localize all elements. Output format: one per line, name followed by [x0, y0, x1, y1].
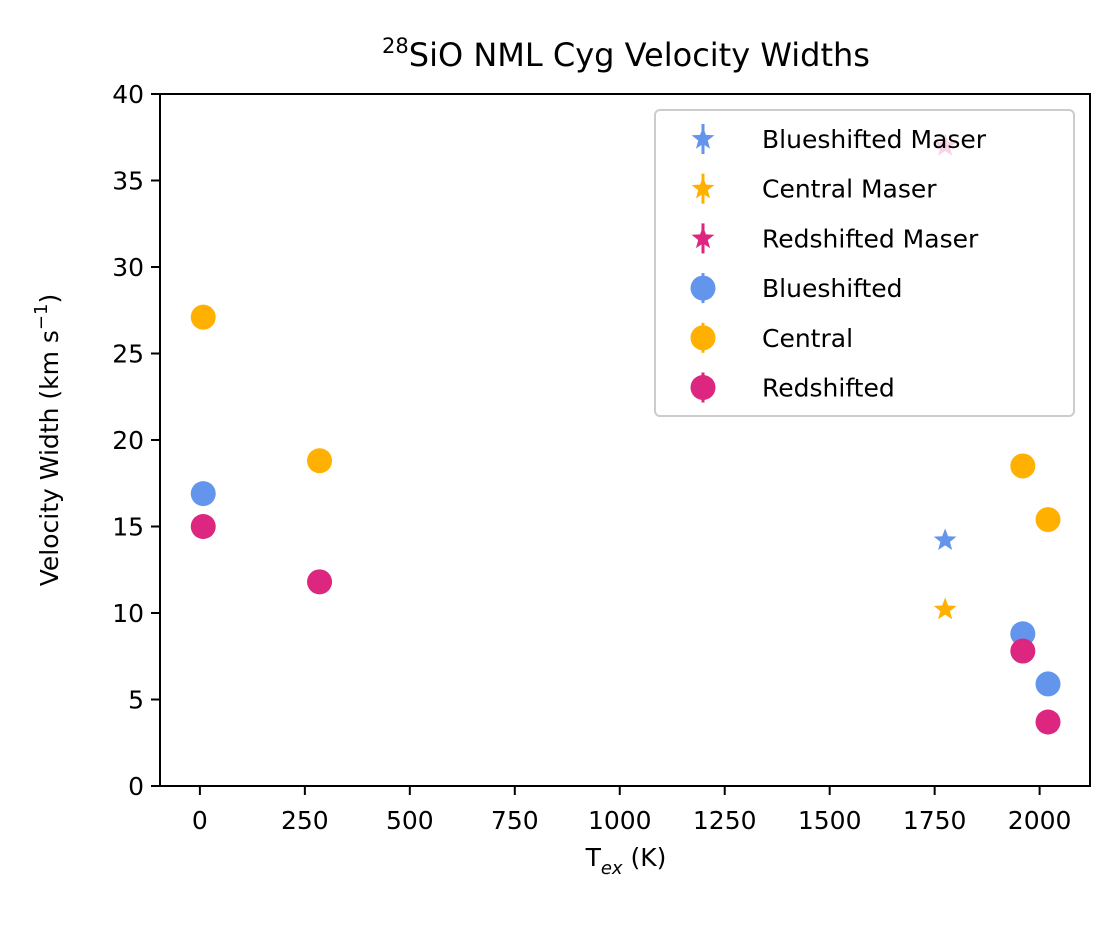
- point-blueshifted: [1035, 671, 1061, 697]
- y-axis-label: Velocity Width (km s−1): [31, 294, 64, 586]
- x-tick-label: 1250: [693, 806, 757, 835]
- legend-label-central: Central: [762, 324, 853, 353]
- y-tick-label: 5: [128, 686, 144, 715]
- chart-title-superscript: 28: [382, 34, 409, 58]
- legend-box: [654, 109, 1075, 417]
- x-tick-label: 500: [386, 806, 434, 835]
- legend-marker-central-maser: [691, 176, 715, 199]
- legend-label-blueshifted: Blueshifted: [762, 274, 903, 303]
- legend-marker-central: [690, 325, 716, 351]
- y-axis-label-superscript: −1: [31, 304, 52, 331]
- x-tick-label: 1000: [588, 806, 652, 835]
- y-tick-label: 20: [112, 426, 144, 455]
- x-tick-label: 0: [192, 806, 208, 835]
- legend-marker-blueshifted-maser: [691, 127, 715, 149]
- data-points: [190, 133, 1061, 735]
- legend: Blueshifted Maser Central Maser Redshifted…: [654, 109, 1075, 417]
- x-axis: 0 250 500 750 1000 1250 1500 1750 2000: [192, 786, 1071, 835]
- y-tick-label: 10: [112, 599, 144, 628]
- chart-title: 28SiO NML Cyg Velocity Widths: [382, 34, 870, 74]
- point-redshifted: [190, 514, 216, 539]
- point-redshifted: [1035, 709, 1061, 735]
- legend-label-redshifted-maser: Redshifted Maser: [762, 224, 979, 253]
- point-central-maser: [933, 597, 957, 620]
- legend-marker-redshifted-maser: [691, 226, 715, 249]
- y-axis-label-main: Velocity Width (km s: [35, 330, 64, 586]
- y-axis-label-close: ): [35, 294, 64, 304]
- point-redshifted: [307, 569, 333, 595]
- x-tick-label: 750: [491, 806, 539, 835]
- y-axis: 0 5 10 15 20 25 30 35 40: [112, 80, 160, 801]
- x-tick-label: 250: [281, 806, 329, 835]
- point-central: [1010, 453, 1036, 479]
- legend-label-blueshifted-maser: Blueshifted Maser: [762, 125, 987, 154]
- point-central: [307, 448, 333, 474]
- y-tick-label: 25: [112, 340, 144, 369]
- y-tick-label: 15: [112, 513, 144, 542]
- x-axis-label-unit: (K): [623, 843, 667, 872]
- legend-label-central-maser: Central Maser: [762, 175, 937, 204]
- x-tick-label: 2000: [1008, 806, 1072, 835]
- point-central: [190, 304, 216, 330]
- chart-title-main: SiO NML Cyg Velocity Widths: [409, 36, 870, 74]
- x-tick-label: 1750: [903, 806, 967, 835]
- y-tick-label: 40: [112, 80, 144, 109]
- y-tick-label: 0: [128, 772, 144, 801]
- legend-label-redshifted: Redshifted: [762, 374, 895, 403]
- point-blueshifted: [1010, 621, 1036, 647]
- x-tick-label: 1500: [798, 806, 862, 835]
- point-blueshifted: [190, 481, 216, 507]
- legend-marker-redshifted: [690, 375, 716, 400]
- legend-marker-blueshifted: [690, 275, 716, 301]
- x-axis-label-base: T: [585, 843, 602, 872]
- x-axis-label-subscript: ex: [601, 858, 623, 879]
- y-tick-label: 30: [112, 253, 144, 282]
- point-blueshifted-maser: [933, 528, 957, 551]
- x-axis-label: Tex (K): [585, 843, 667, 879]
- point-central: [1035, 507, 1061, 533]
- y-tick-label: 35: [112, 167, 144, 196]
- point-redshifted: [1010, 638, 1036, 664]
